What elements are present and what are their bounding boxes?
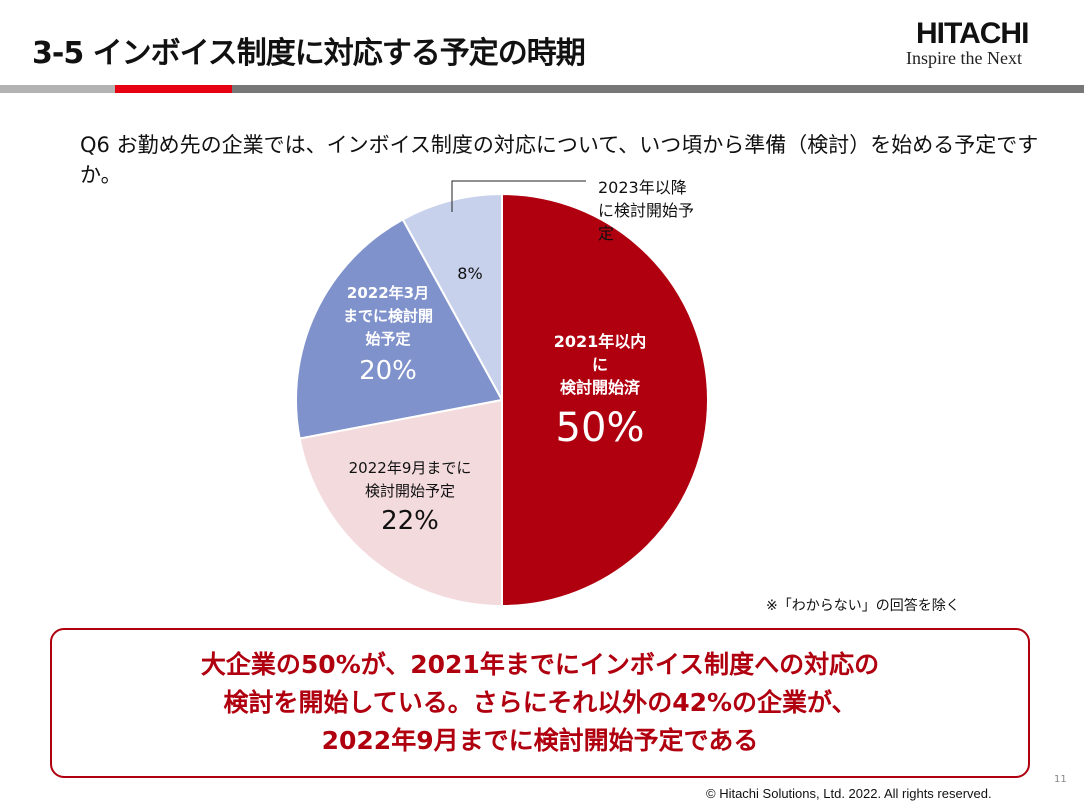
pie-slice-2 [295, 218, 504, 440]
label-line: 検討開始済 [559, 378, 640, 397]
page-number: 11 [1054, 774, 1067, 785]
label-line: 2022年9月までに [348, 459, 472, 477]
divider-red [115, 85, 232, 93]
slice-label-2022-09: 2022年9月までに 検討開始予定 22% [335, 457, 485, 539]
conclusion-line: 2022年9月までに検討開始予定である [321, 726, 759, 755]
conclusion-line: 検討を開始している。さらにそれ以外の42%の企業が、 [223, 688, 857, 717]
question-text: Q6 お勤め先の企業では、インボイス制度の対応について、いつ頃から準備（検討）を… [80, 133, 1039, 187]
divider-gray-left [0, 85, 115, 93]
value-label: 22% [381, 506, 439, 536]
slice-label-text: 2023年以降に検討開始予定 [598, 178, 695, 243]
conclusion-text: 大企業の50%が、2021年までにインボイス制度への対応の 検討を開始している。… [50, 646, 1030, 760]
pie-slice-3 [401, 192, 503, 401]
slice-label-2022-03: 2022年3月までに検討開始予定 20% [318, 282, 458, 391]
label-line: 2021年以内 [553, 332, 647, 351]
pie-slice-0 [501, 192, 709, 608]
conclusion-line: 大企業の50%が、2021年までにインボイス制度への対応の [200, 650, 880, 679]
label-line: 検討開始予定 [364, 482, 455, 500]
page-title: 3-5 インボイス制度に対応する予定の時期 [32, 36, 586, 71]
slice-label-2021: 2021年以内 に 検討開始済 50% [520, 330, 680, 457]
logo-tagline: Inspire the Next [906, 48, 1022, 68]
value-label: 50% [555, 405, 645, 451]
label-line: に [591, 355, 608, 374]
footnote: ※「わからない」の回答を除く [766, 598, 960, 614]
logo-hitachi: HITACHI [916, 17, 1029, 50]
copyright: © Hitachi Solutions, Ltd. 2022. All righ… [706, 786, 992, 801]
divider-gray-right [232, 85, 1084, 93]
slice-label-text: 2022年3月までに検討開始予定 [342, 284, 433, 348]
value-label: 20% [359, 356, 417, 386]
slice-label-2023: 2023年以降に検討開始予定 [598, 176, 738, 245]
pie-slice-1 [298, 398, 503, 608]
conclusion-box [50, 628, 1030, 778]
leader-line [451, 180, 586, 212]
value-label-8: 8% [457, 264, 483, 283]
